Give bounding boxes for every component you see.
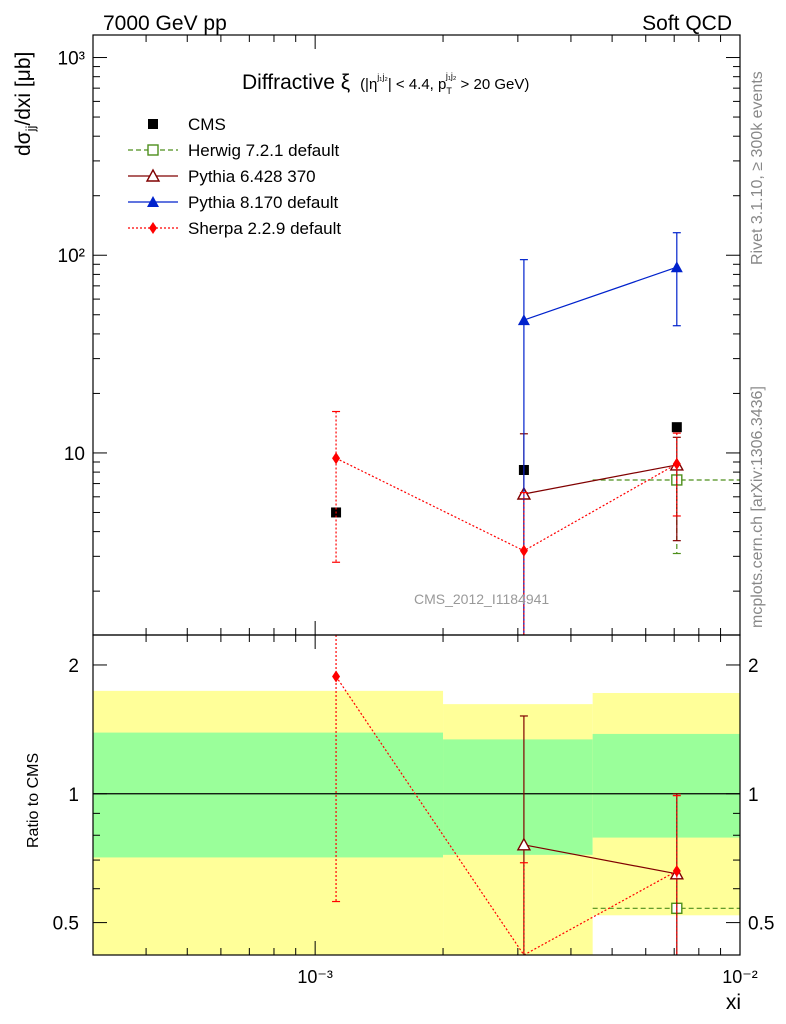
ratio-y-tick-label-right-0: 0.5	[748, 914, 774, 935]
x-axis-label: xi	[726, 991, 741, 1014]
ratio-pythia-6-428-370-point-0	[516, 837, 532, 851]
ratio-frame	[92, 634, 741, 956]
legend-herwig-7-2-1-default-marker	[147, 144, 159, 156]
header-right: Soft QCD	[642, 12, 732, 35]
ratio-y-tick-label-0: 0.5	[53, 914, 79, 935]
ratio-y-tick-label-1: 1	[68, 785, 79, 806]
ratio-pythia-6-428-370-line	[523, 844, 677, 875]
ratio-sherpa-2-2-9-default-point-0	[332, 670, 341, 683]
legend: CMS Herwig 7.2.1 default Pythia 6.428 370 P…	[128, 115, 341, 238]
ratio-y-tick-label-right-1: 1	[748, 785, 759, 806]
main-panel: 10 10² 10³ Diffractive ξ (|ηj₁j₂| < 4.4, p…	[12, 34, 741, 636]
main-sherpa-2-2-9-default-point-0	[332, 452, 341, 465]
main-pythia-8-170-default-point-0	[517, 314, 530, 326]
ratio-data-layer	[93, 635, 740, 956]
ratio-y-tick-label-right-2: 2	[748, 656, 759, 677]
legend-sherpa-2-2-9-default-label: Sherpa 2.2.9 default	[188, 219, 341, 238]
legend-herwig-7-2-1-default-label: Herwig 7.2.1 default	[188, 141, 339, 160]
ratio-axes: 10⁻³ 10⁻² 0.5 0.5 1 1 2 2	[53, 635, 774, 987]
header-left: 7000 GeV pp	[103, 12, 227, 35]
ratio-y-tick-label-2: 2	[68, 656, 79, 677]
ratio-band-green-2	[592, 733, 740, 838]
legend-pythia-8-170-default-label: Pythia 8.170 default	[188, 193, 339, 212]
x-tick-label-1: 10⁻²	[722, 967, 758, 987]
main-pythia-6-428-370-line	[523, 464, 677, 495]
main-sherpa-2-2-9-default-point-1	[519, 544, 528, 557]
legend-cms-marker	[148, 119, 158, 129]
main-y-tick-label-2: 10³	[58, 49, 85, 70]
x-tick-label-0: 10⁻³	[297, 967, 333, 987]
ratio-band-green-0	[93, 732, 444, 858]
legend-cms-label: CMS	[188, 115, 226, 134]
chart-title: Diffractive ξ (|ηj₁j₂| < 4.4, pTj₁j₂ > 2…	[242, 71, 529, 96]
main-cms-point-2	[671, 422, 682, 433]
mcplots-label: mcplots.cern.ch [arXiv:1306.3436]	[749, 386, 766, 628]
ratio-y-label: Ratio to CMS	[25, 753, 42, 848]
main-data-layer	[331, 232, 740, 635]
ratio-sherpa-2-2-9-default-line	[335, 676, 678, 956]
legend-pythia-6-428-370-label: Pythia 6.428 370	[188, 167, 316, 186]
main-y-tick-label-1: 10²	[58, 246, 85, 267]
ratio-sherpa-2-2-9-default-point-2	[672, 865, 681, 878]
y-axis-label: dσjj/dxi [μb]	[12, 52, 38, 156]
rivet-label: Rivet 3.1.10, ≥ 300k events	[749, 71, 766, 265]
ratio-band-green-1	[443, 739, 593, 855]
legend-pythia-6-428-370-marker	[145, 168, 161, 182]
analysis-watermark: CMS_2012_I1184941	[414, 591, 549, 607]
legend-pythia-8-170-default-marker	[147, 196, 159, 207]
main-y-tick-label-0: 10	[64, 444, 85, 465]
main-sherpa-2-2-9-default-point-2	[672, 457, 681, 470]
main-sherpa-2-2-9-default-line	[335, 457, 678, 552]
main-axes: 10 10² 10³	[58, 35, 741, 635]
ratio-panel: 10⁻³ 10⁻² 0.5 0.5 1 1 2 2 Ratio to CMS xi	[25, 634, 774, 1014]
main-pythia-8-170-default-line	[523, 266, 678, 321]
legend-sherpa-2-2-9-default-marker	[149, 222, 157, 234]
main-pythia-8-170-default-point-1	[670, 261, 683, 273]
